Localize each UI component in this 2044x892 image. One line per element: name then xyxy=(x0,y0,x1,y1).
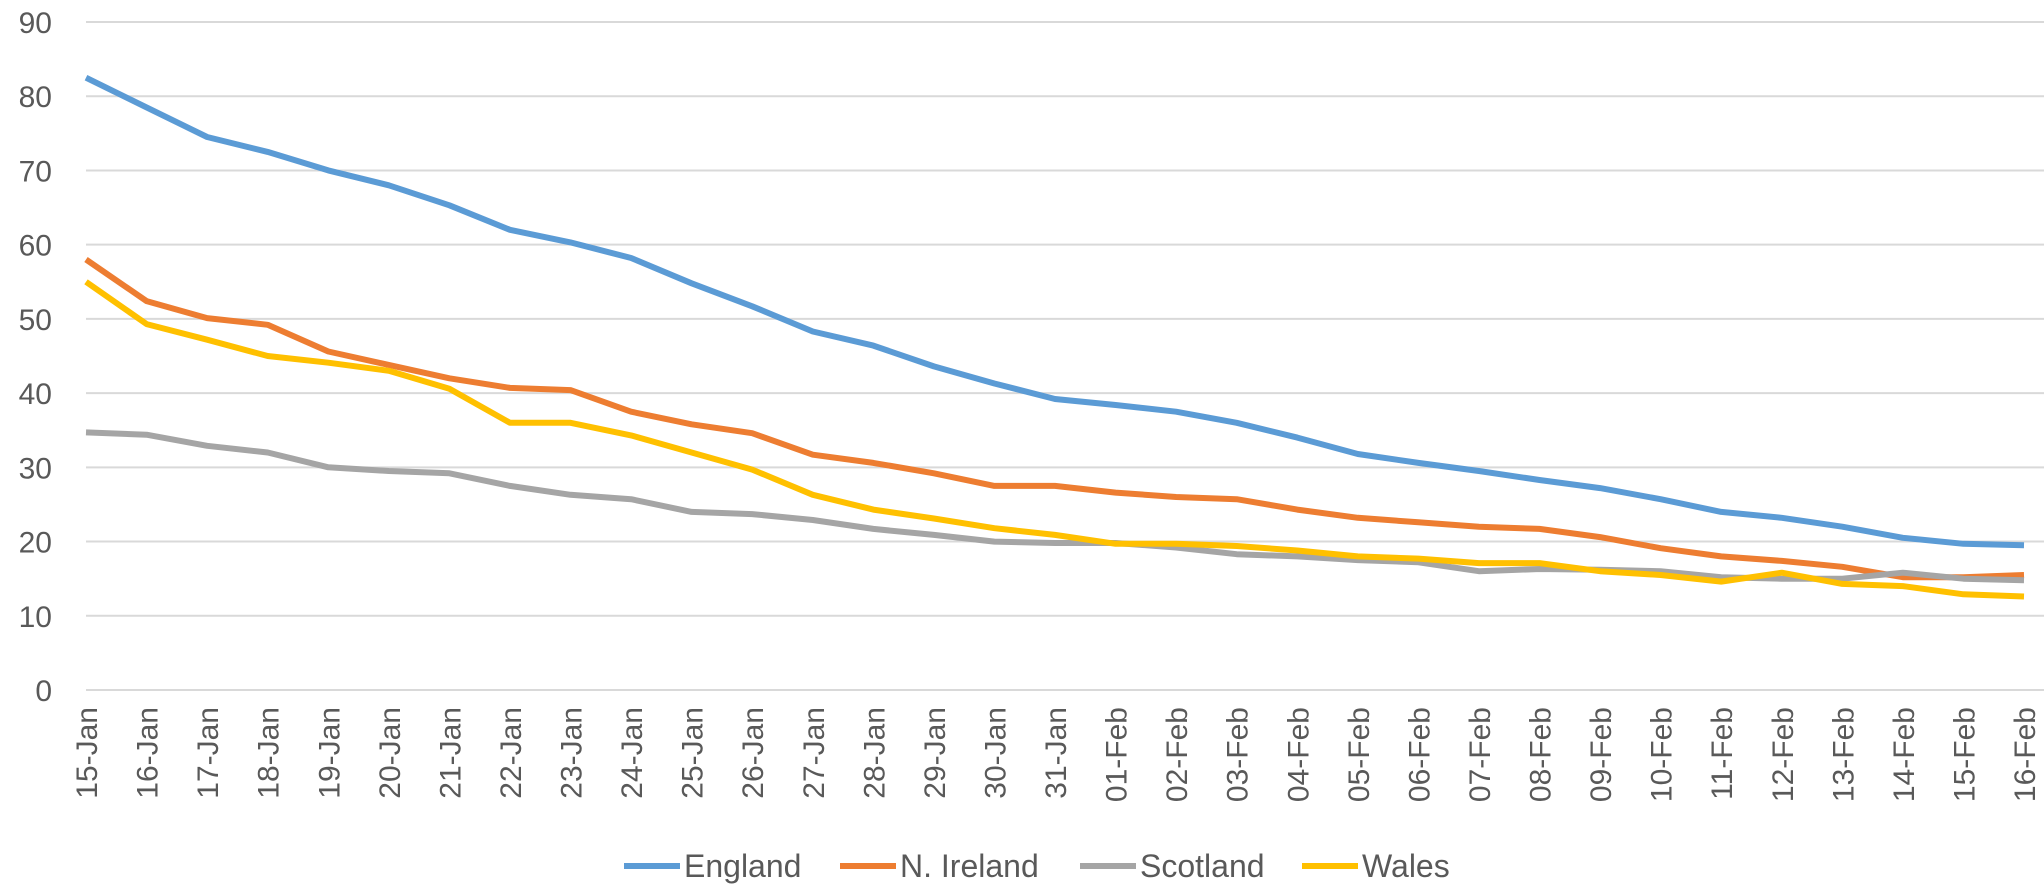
x-tick-label: 30-Jan xyxy=(979,707,1012,799)
x-tick-label: 09-Feb xyxy=(1585,707,1618,802)
x-tick-label: 27-Jan xyxy=(798,707,831,799)
x-tick-label: 16-Jan xyxy=(132,707,165,799)
legend: England N. Ireland Scotland Wales xyxy=(624,848,1450,884)
y-axis-tick-labels: 0 10 20 30 40 50 60 70 80 90 xyxy=(19,7,52,708)
x-tick-label: 12-Feb xyxy=(1767,707,1800,802)
legend-label-england: England xyxy=(684,848,801,884)
x-tick-label: 05-Feb xyxy=(1343,707,1376,802)
x-tick-label: 20-Jan xyxy=(374,707,407,799)
x-tick-label: 19-Jan xyxy=(313,707,346,799)
x-tick-label: 17-Jan xyxy=(192,707,225,799)
x-tick-label: 07-Feb xyxy=(1464,707,1497,802)
x-tick-label: 28-Jan xyxy=(858,707,891,799)
x-tick-label: 14-Feb xyxy=(1888,707,1921,802)
y-tick-label: 20 xyxy=(19,527,52,560)
series-lines xyxy=(84,75,2025,600)
y-tick-label: 50 xyxy=(19,304,52,337)
y-tick-label: 80 xyxy=(19,81,52,114)
series-line-england xyxy=(84,75,2025,549)
x-tick-label: 22-Jan xyxy=(495,707,528,799)
series-line-scotland xyxy=(85,429,2025,584)
x-tick-label: 31-Jan xyxy=(1040,707,1073,799)
legend-label-n-ireland: N. Ireland xyxy=(900,848,1039,884)
x-axis-tick-labels: 15-Jan 16-Jan 17-Jan 18-Jan 19-Jan 20-Jan 21-J… xyxy=(71,707,2042,802)
x-tick-label: 25-Jan xyxy=(677,707,710,799)
x-tick-label: 04-Feb xyxy=(1282,707,1315,802)
x-tick-label: 02-Feb xyxy=(1161,707,1194,802)
y-tick-label: 10 xyxy=(19,601,52,634)
x-tick-label: 24-Jan xyxy=(616,707,649,799)
x-tick-label: 08-Feb xyxy=(1525,707,1558,802)
y-tick-label: 30 xyxy=(19,452,52,485)
x-tick-label: 15-Feb xyxy=(1948,707,1981,802)
legend-label-scotland: Scotland xyxy=(1140,848,1265,884)
x-tick-label: 29-Jan xyxy=(919,707,952,799)
x-tick-label: 13-Feb xyxy=(1827,707,1860,802)
x-tick-label: 03-Feb xyxy=(1222,707,1255,802)
x-tick-label: 16-Feb xyxy=(2009,707,2042,802)
x-tick-label: 10-Feb xyxy=(1646,707,1679,802)
y-tick-label: 60 xyxy=(19,230,52,263)
legend-label-wales: Wales xyxy=(1362,848,1450,884)
series-line-n-ireland xyxy=(84,257,2025,581)
series-line-wales xyxy=(84,279,2025,600)
y-tick-label: 90 xyxy=(19,7,52,40)
y-tick-label: 0 xyxy=(35,675,52,708)
gridlines xyxy=(86,21,2044,691)
x-tick-label: 18-Jan xyxy=(253,707,286,799)
y-tick-label: 70 xyxy=(19,155,52,188)
x-tick-label: 23-Jan xyxy=(556,707,589,799)
x-tick-label: 15-Jan xyxy=(71,707,104,799)
y-tick-label: 40 xyxy=(19,378,52,411)
x-tick-label: 21-Jan xyxy=(434,707,467,799)
x-tick-label: 01-Feb xyxy=(1101,707,1134,802)
x-tick-label: 06-Feb xyxy=(1403,707,1436,802)
x-tick-label: 26-Jan xyxy=(737,707,770,799)
x-tick-label: 11-Feb xyxy=(1706,707,1739,800)
